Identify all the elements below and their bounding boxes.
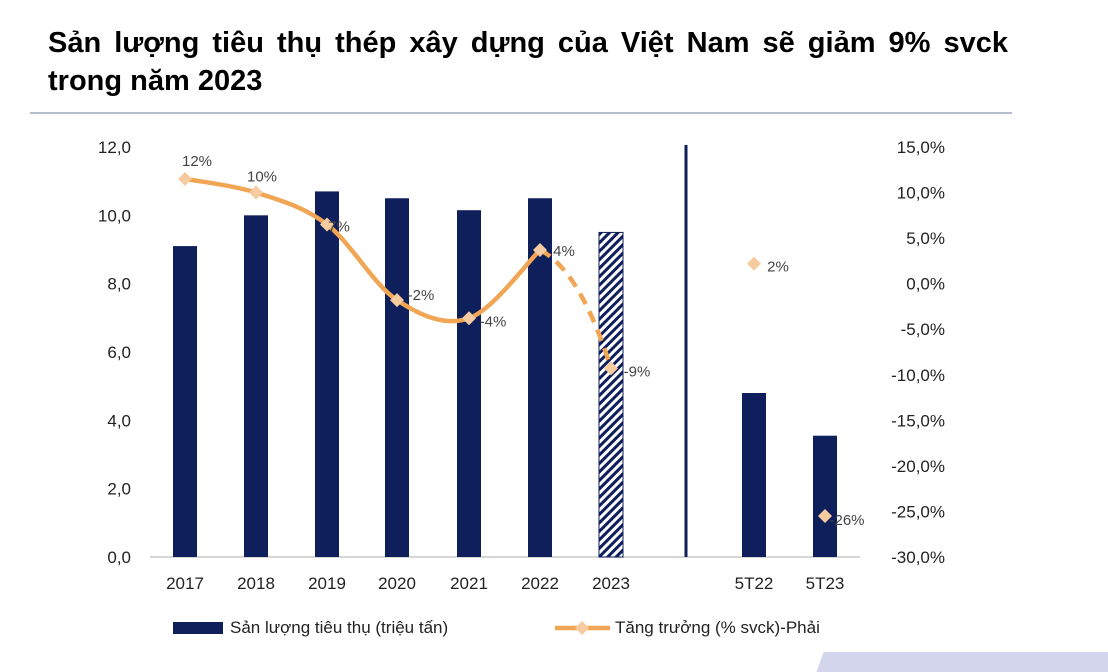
bar-5T23: [813, 435, 837, 557]
x-tick-label: 2017: [166, 574, 204, 593]
x-tick-label: 2022: [521, 574, 559, 593]
y-left-tick-label: 4,0: [107, 411, 131, 430]
legend-swatch-bars: [173, 622, 223, 634]
x-tick-label: 2018: [237, 574, 275, 593]
title-divider: [30, 112, 1012, 114]
x-tick-label: 5T23: [806, 574, 845, 593]
bar-2021: [457, 210, 481, 558]
bar-2017: [173, 246, 197, 558]
growth-marker-2020: [390, 293, 404, 308]
y-right-tick-label: -25,0%: [891, 502, 945, 521]
growth-data-label: -2%: [408, 287, 435, 304]
y-right-tick-label: -15,0%: [891, 411, 945, 430]
growth-marker-2022: [533, 242, 547, 257]
y-right-tick-label: 5,0%: [906, 229, 945, 248]
growth-marker-5T22: [747, 256, 761, 271]
growth-marker-2023: [604, 361, 618, 376]
decorative-accent: [816, 652, 1108, 672]
bar-5T22: [742, 393, 766, 557]
y-right-tick-label: -5,0%: [901, 320, 945, 339]
growth-data-label: -9%: [624, 363, 651, 380]
legend-swatch-marker: [575, 621, 589, 635]
data-labels-layer: 12% 10% 7% -2% -4% 4% -9% 2% -26%: [182, 153, 865, 529]
y-left-tick-label: 6,0: [107, 343, 131, 362]
x-tick-label: 2020: [378, 574, 416, 593]
y-left-tick-label: 10,0: [98, 206, 131, 225]
y-left-tick-label: 2,0: [107, 480, 131, 499]
growth-data-label: 4%: [553, 243, 575, 260]
growth-data-label: -4%: [480, 313, 507, 330]
x-tick-label: 2023: [592, 574, 630, 593]
chart-title: Sản lượng tiêu thụ thép xây dựng của Việ…: [48, 27, 1008, 97]
legend-label-bars: Sản lượng tiêu thụ (triệu tấn): [230, 618, 448, 637]
bars-layer: [173, 191, 837, 558]
growth-line-layer: [178, 171, 832, 523]
growth-marker-2021: [462, 311, 476, 326]
legend-label-line: Tăng trưởng (% svck)-Phải: [615, 618, 820, 637]
growth-data-label: 10%: [247, 169, 277, 186]
y-right-tick-label: -20,0%: [891, 457, 945, 476]
x-tick-label: 5T22: [735, 574, 774, 593]
bar-2019: [315, 191, 339, 557]
y-left-tick-label: 0,0: [107, 548, 131, 567]
y-right-tick-label: 0,0%: [906, 275, 945, 294]
axes-layer: 0,0 2,0 4,0 6,0 8,0 10,0 12,0 15,0% 10,0% 5,0% 0,0…: [98, 138, 945, 593]
bar-2018: [244, 215, 268, 558]
growth-marker-2018: [249, 185, 263, 200]
growth-line-solid: [182, 176, 543, 324]
y-right-tick-label: 15,0%: [897, 138, 945, 157]
y-right-tick-label: 10,0%: [897, 184, 945, 203]
growth-data-label: -26%: [829, 512, 864, 529]
y-right-tick-label: -10,0%: [891, 366, 945, 385]
growth-marker-2017: [178, 171, 192, 186]
bar-2023: [598, 231, 624, 558]
growth-line-forecast: [538, 247, 614, 370]
growth-data-label: 12%: [182, 153, 212, 170]
growth-data-label: 2%: [767, 259, 789, 276]
y-left-tick-label: 12,0: [98, 138, 131, 157]
bar-2020: [385, 198, 409, 557]
legend: Sản lượng tiêu thụ (triệu tấn) Tăng trưởn…: [173, 618, 820, 637]
y-left-tick-label: 8,0: [107, 275, 131, 294]
growth-marker-2019: [320, 217, 334, 232]
y-right-tick-label: -30,0%: [891, 548, 945, 567]
growth-data-label: 7%: [328, 218, 350, 235]
x-tick-label: 2019: [308, 574, 346, 593]
x-tick-label: 2021: [450, 574, 488, 593]
growth-marker-5T23: [818, 509, 832, 523]
